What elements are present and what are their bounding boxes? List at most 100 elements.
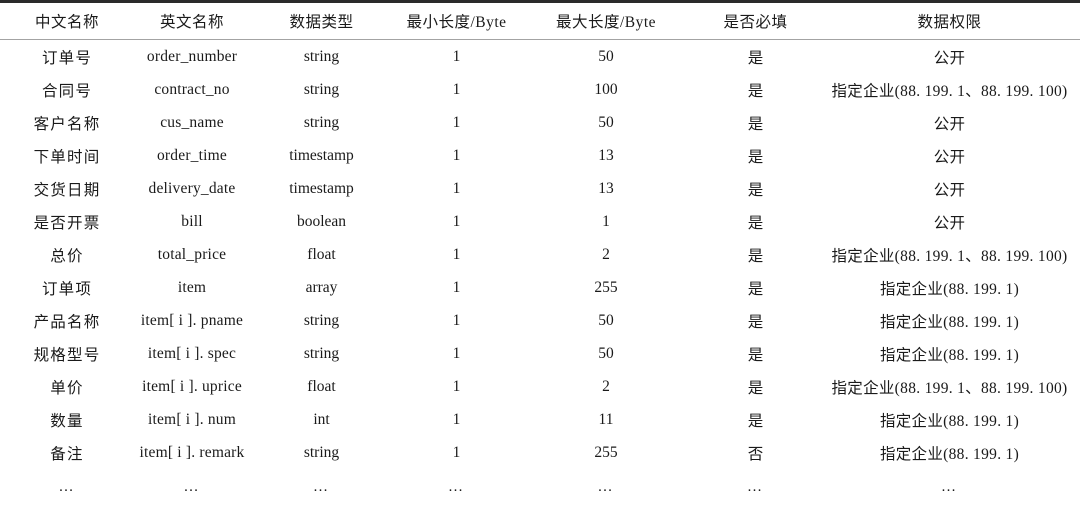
cell-min-len: 1 xyxy=(452,47,461,65)
cell-cn-name: 产品名称 xyxy=(33,313,101,331)
cell-required: 是 xyxy=(747,280,764,298)
data-dictionary-table: 中文名称 英文名称 数据类型 最小长度/Byte 最大长度/Byte 是否必填 … xyxy=(0,0,1080,503)
cell-perm: 公开 xyxy=(933,115,966,133)
cell-min-len: 1 xyxy=(452,344,461,362)
cell-required: 是 xyxy=(747,313,764,331)
cell-min-len: 1 xyxy=(452,113,461,131)
cell-required: 是 xyxy=(747,379,764,397)
cell-required: 是 xyxy=(747,412,764,430)
cell-type: string xyxy=(303,311,340,329)
cell-type: timestamp xyxy=(289,179,354,197)
cell-min-len: 1 xyxy=(452,245,461,263)
cell-min-len: 1 xyxy=(452,278,461,296)
cell-required: 是 xyxy=(747,346,764,364)
cell-en-name: order_number xyxy=(146,47,238,65)
cell-min-len: 1 xyxy=(452,212,461,230)
cell-required: 是 xyxy=(747,181,764,199)
cell-required: 是 xyxy=(747,49,764,67)
cell-en-name: item[ i ]. uprice xyxy=(142,377,242,395)
cell-max-len: … xyxy=(597,479,615,495)
cell-perm: 指定企业(88. 199. 1) xyxy=(879,445,1020,463)
cell-type: string xyxy=(303,443,340,461)
cell-cn-name: 单价 xyxy=(50,379,84,397)
cell-max-len: 2 xyxy=(602,245,610,263)
table-header-row: 中文名称 英文名称 数据类型 最小长度/Byte 最大长度/Byte 是否必填 … xyxy=(0,0,1080,40)
cell-type: float xyxy=(307,245,336,263)
cell-type: timestamp xyxy=(289,146,354,164)
cell-max-len: 11 xyxy=(598,410,614,428)
cell-en-name: total_price xyxy=(157,245,227,263)
column-header-cn-name: 中文名称 xyxy=(0,0,134,40)
cell-cn-name: 规格型号 xyxy=(33,346,101,364)
cell-perm: 指定企业(88. 199. 1) xyxy=(879,346,1020,364)
cell-max-len: 1 xyxy=(602,212,610,230)
table-body: 订单号 order_number string 1 50 是公开 合同号 contract_n… xyxy=(0,40,1080,503)
cell-perm: 指定企业(88. 199. 1) xyxy=(879,412,1020,430)
cell-type: string xyxy=(303,344,340,362)
cell-max-len: 100 xyxy=(594,80,618,98)
cell-type: string xyxy=(303,80,340,98)
cell-perm: 指定企业(88. 199. 1、88. 199. 100) xyxy=(831,379,1068,397)
cell-perm: 指定企业(88. 199. 1) xyxy=(879,313,1020,331)
cell-min-len: 1 xyxy=(452,443,461,461)
cell-max-len: 255 xyxy=(594,443,618,461)
cell-type: boolean xyxy=(296,212,347,230)
cell-type: float xyxy=(307,377,336,395)
cell-perm: 指定企业(88. 199. 1、88. 199. 100) xyxy=(831,247,1068,265)
cell-required: 是 xyxy=(747,115,764,133)
cell-max-len: 13 xyxy=(598,179,614,197)
cell-required: 是 xyxy=(747,247,764,265)
cell-min-len: 1 xyxy=(452,80,461,98)
cell-type: int xyxy=(313,410,330,428)
cell-max-len: 13 xyxy=(598,146,614,164)
cell-en-name: item xyxy=(177,278,207,296)
cell-min-len: 1 xyxy=(452,146,461,164)
cell-perm: 公开 xyxy=(933,181,966,199)
cell-required: … xyxy=(747,479,764,495)
cell-min-len: 1 xyxy=(452,179,461,197)
cell-type: … xyxy=(313,479,330,495)
cell-cn-name: 客户名称 xyxy=(33,115,101,133)
cell-cn-name: 是否开票 xyxy=(33,214,101,232)
cell-en-name: item[ i ]. spec xyxy=(147,344,237,362)
cell-en-name: bill xyxy=(181,212,203,230)
cell-cn-name: 订单号 xyxy=(41,49,93,67)
cell-cn-name: 下单时间 xyxy=(33,148,101,166)
cell-perm: … xyxy=(941,479,958,495)
cell-max-len: 50 xyxy=(598,113,614,131)
column-header-en-name: 英文名称 xyxy=(134,0,250,40)
column-header-max-length: 最大长度/Byte xyxy=(520,0,692,40)
cell-type: array xyxy=(305,278,338,296)
cell-cn-name: 备注 xyxy=(50,445,84,463)
cell-required: 是 xyxy=(747,148,764,166)
cell-en-name: order_time xyxy=(156,146,227,164)
cell-perm: 指定企业(88. 199. 1) xyxy=(879,280,1020,298)
cell-cn-name: 数量 xyxy=(50,412,84,430)
cell-perm: 指定企业(88. 199. 1、88. 199. 100) xyxy=(831,82,1068,100)
cell-perm: 公开 xyxy=(933,148,966,166)
cell-required: 是 xyxy=(747,214,764,232)
cell-en-name: item[ i ]. remark xyxy=(139,443,245,461)
cell-required: 否 xyxy=(747,445,764,463)
column-header-required: 是否必填 xyxy=(692,0,819,40)
column-header-data-type: 数据类型 xyxy=(250,0,393,40)
cell-max-len: 50 xyxy=(598,47,614,65)
cell-perm: 公开 xyxy=(933,49,966,67)
cell-cn-name: 订单项 xyxy=(41,280,93,298)
cell-en-name: item[ i ]. pname xyxy=(140,311,244,329)
column-header-min-length: 最小长度/Byte xyxy=(393,0,520,40)
cell-en-name: item[ i ]. num xyxy=(147,410,237,428)
cell-min-len: 1 xyxy=(452,377,461,395)
cell-cn-name: 交货日期 xyxy=(33,181,101,199)
cell-cn-name: 合同号 xyxy=(41,82,93,100)
cell-cn-name: 总价 xyxy=(50,247,84,265)
cell-required: 是 xyxy=(747,82,764,100)
cell-en-name: cus_name xyxy=(160,113,224,131)
cell-cn-name: … xyxy=(58,479,76,495)
cell-max-len: 50 xyxy=(598,344,614,362)
cell-max-len: 2 xyxy=(602,377,610,395)
cell-type: string xyxy=(303,47,340,65)
cell-min-len: 1 xyxy=(452,311,461,329)
cell-type: string xyxy=(303,113,340,131)
